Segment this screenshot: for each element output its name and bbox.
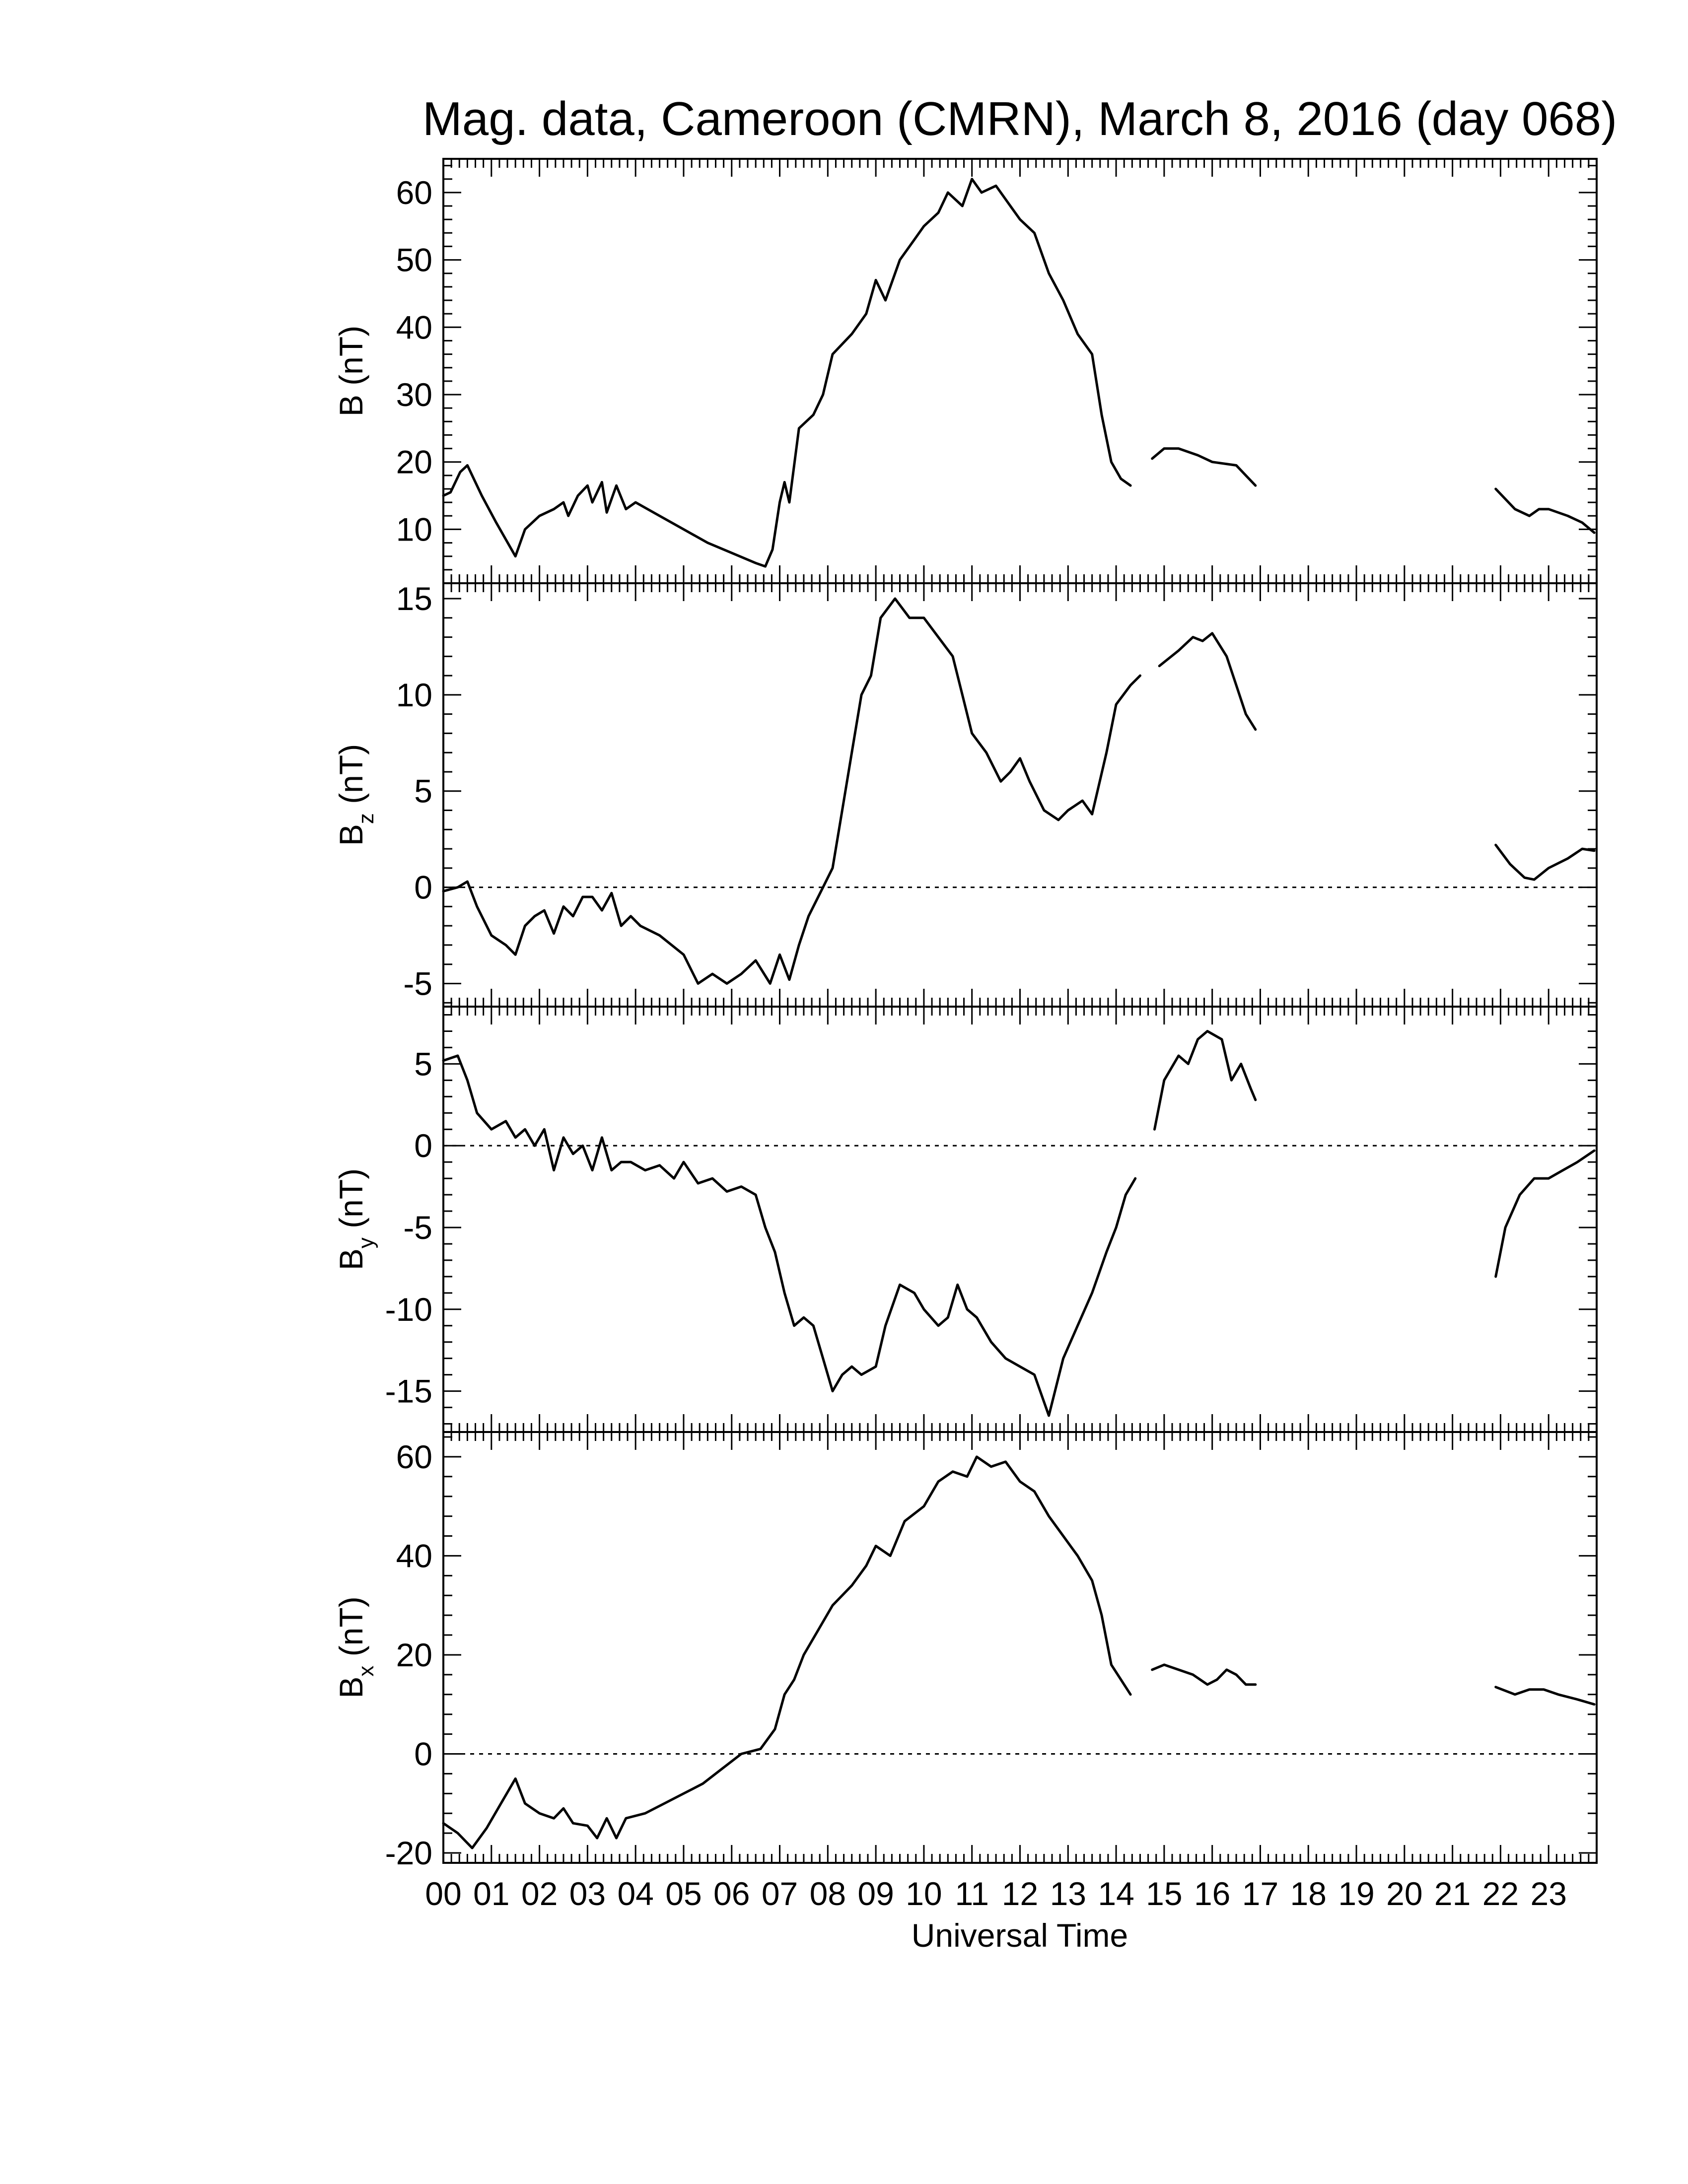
x-tick-label: 11 [955,1875,989,1912]
x-tick-label: 18 [1290,1875,1327,1912]
y-tick-label: -20 [385,1835,432,1871]
data-series-line [1494,1686,1596,1706]
y-axis-label-unit: (nT) [333,326,369,395]
y-tick-label: 20 [396,444,432,480]
y-tick-label: 50 [396,242,432,278]
y-axis-label-main: B [333,1677,369,1699]
x-tick-label: 19 [1338,1875,1374,1912]
x-tick-label: 01 [473,1875,509,1912]
y-tick-label: 30 [396,376,432,413]
y-ticks [443,1014,1597,1425]
x-tick-label: 06 [713,1875,750,1912]
x-tick-label: 17 [1242,1875,1278,1912]
x-tick-label: 09 [857,1875,894,1912]
x-tick-label: 20 [1386,1875,1422,1912]
x-tick-label: 12 [1002,1875,1038,1912]
panel-Bx: -20 0 20 40 60 Bx (nT) [333,1431,1598,1871]
y-tick-label: 0 [414,1736,432,1773]
y-axis-label-unit: (nT) [333,1168,369,1237]
y-axis-label-main: B [333,395,369,416]
y-ticks [443,165,1597,584]
chart-title: Mag. data, Cameroon (CMRN), March 8, 201… [422,92,1617,145]
y-axis-label-unit: (nT) [333,744,369,813]
x-ticks [442,159,1598,583]
y-axis-label-sub: y [354,1237,378,1248]
data-series-line [442,597,1141,985]
x-tick-label: 21 [1434,1875,1471,1912]
y-axis-label: B (nT) [333,326,369,416]
y-axis-label-sub: x [354,1666,378,1677]
y-tick-label: -5 [403,965,432,1002]
x-axis-label: Universal Time [912,1917,1128,1954]
panel-frame [442,582,1598,1008]
x-tick-label: 14 [1098,1875,1134,1912]
data-series-line [442,1455,1132,1849]
y-tick-label: 20 [396,1637,432,1673]
x-tick-label: 07 [762,1875,798,1912]
x-tick-label: 05 [665,1875,702,1912]
y-tick-label: 0 [414,1127,432,1164]
data-series-line [1153,1029,1257,1131]
data-series-line [442,1054,1137,1417]
x-ticks [442,583,1598,1007]
y-tick-label: 40 [396,309,432,345]
x-axis: 00 01 02 03 04 05 06 07 08 09 10 11 12 13 14 15 16 17 18 19… [425,1875,1567,1912]
panel-B: 10 20 30 40 50 60 B (nT) [333,158,1598,584]
x-tick-label: 13 [1050,1875,1086,1912]
data-series-line [442,178,1132,568]
x-tick-label: 23 [1530,1875,1566,1912]
data-series-line [1158,632,1257,731]
data-series-line [1151,447,1257,487]
data-series-line [1494,487,1596,534]
panel-By: -15 -10 -5 0 5 By (nT) [333,1006,1598,1433]
x-tick-label: 02 [521,1875,558,1912]
y-axis-label-main: B [333,824,369,846]
y-tick-label: 5 [414,1045,432,1082]
y-axis-label-main: B [333,1248,369,1270]
y-axis-label: Bz (nT) [333,744,378,846]
x-tick-label: 10 [906,1875,942,1912]
y-tick-label: 60 [396,1438,432,1475]
y-tick-label: -5 [403,1209,432,1246]
y-tick-label: 10 [396,677,432,713]
x-tick-label: 15 [1146,1875,1182,1912]
x-tick-label: 04 [617,1875,653,1912]
y-tick-label: 15 [396,580,432,617]
y-tick-label: -15 [385,1373,432,1410]
x-ticks [442,1432,1598,1863]
panel-Bz: -5 0 5 10 15 Bz (nT) [333,580,1598,1008]
x-tick-label: 03 [569,1875,606,1912]
data-series-line [1494,843,1596,881]
x-tick-label: 22 [1482,1875,1519,1912]
y-tick-label: 10 [396,511,432,547]
y-tick-label: 5 [414,773,432,810]
y-tick-label: -10 [385,1291,432,1328]
y-axis-label-unit: (nT) [333,1596,369,1665]
panel-frame [442,1431,1598,1864]
x-tick-label: 16 [1194,1875,1230,1912]
data-series-line [1151,1663,1257,1686]
y-axis-label: Bx (nT) [333,1596,378,1698]
y-axis-label: By (nT) [333,1168,378,1270]
y-ticks [443,598,1597,1004]
x-tick-label: 00 [425,1875,461,1912]
panel-frame [442,158,1598,584]
y-axis-label-sub: z [354,813,378,824]
y-tick-label: 0 [414,869,432,906]
data-series-line [1494,1149,1596,1278]
panel-frame [442,1006,1598,1433]
x-tick-label: 08 [810,1875,846,1912]
y-tick-label: 40 [396,1537,432,1574]
x-ticks [442,1007,1598,1432]
y-tick-label: 60 [396,174,432,211]
y-ticks [443,1436,1597,1854]
